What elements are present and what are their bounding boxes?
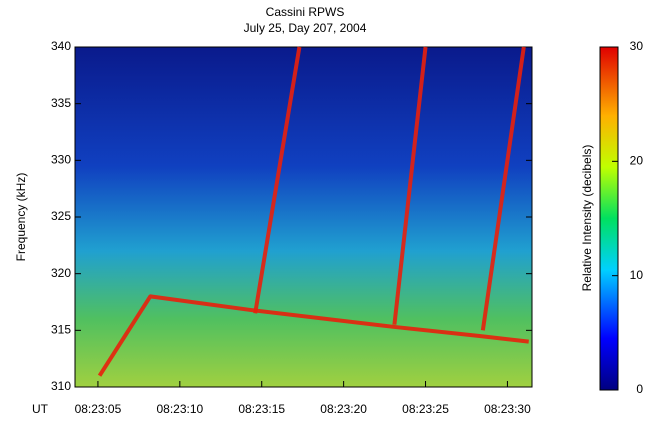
y-axis-label: Frequency (kHz) bbox=[14, 173, 28, 262]
plot-area bbox=[75, 47, 532, 387]
y-tick-label: 320 bbox=[51, 266, 71, 280]
x-axis-label: UT bbox=[32, 402, 49, 416]
y-tick-label: 325 bbox=[51, 209, 71, 223]
emission-track bbox=[253, 46, 302, 314]
emission-track bbox=[97, 294, 529, 377]
colorbar-label: Relative Intensity (decibels) bbox=[580, 145, 594, 292]
colorbar-tick-label: 20 bbox=[630, 154, 644, 168]
x-tick-label: 08:23:30 bbox=[484, 402, 531, 416]
chart-title: Cassini RPWS bbox=[266, 5, 345, 19]
x-tick-label: 08:23:10 bbox=[156, 402, 203, 416]
colorbar-tick-label: 0 bbox=[636, 382, 643, 396]
y-tick-label: 315 bbox=[51, 323, 71, 337]
colorbar bbox=[599, 46, 619, 391]
y-tick-label: 340 bbox=[51, 39, 71, 53]
x-tick-label: 08:23:05 bbox=[75, 402, 122, 416]
emission-track bbox=[392, 46, 428, 325]
x-tick-label: 08:23:20 bbox=[320, 402, 367, 416]
emission-track bbox=[480, 46, 526, 331]
y-tick-label: 330 bbox=[51, 153, 71, 167]
x-tick-label: 08:23:25 bbox=[402, 402, 449, 416]
chart-subtitle: July 25, Day 207, 2004 bbox=[244, 21, 367, 35]
colorbar-tick-label: 30 bbox=[630, 39, 644, 53]
x-tick-label: 08:23:15 bbox=[238, 402, 285, 416]
y-tick-label: 335 bbox=[51, 96, 71, 110]
colorbar-tick-label: 10 bbox=[630, 268, 644, 282]
y-tick-label: 310 bbox=[51, 379, 71, 393]
